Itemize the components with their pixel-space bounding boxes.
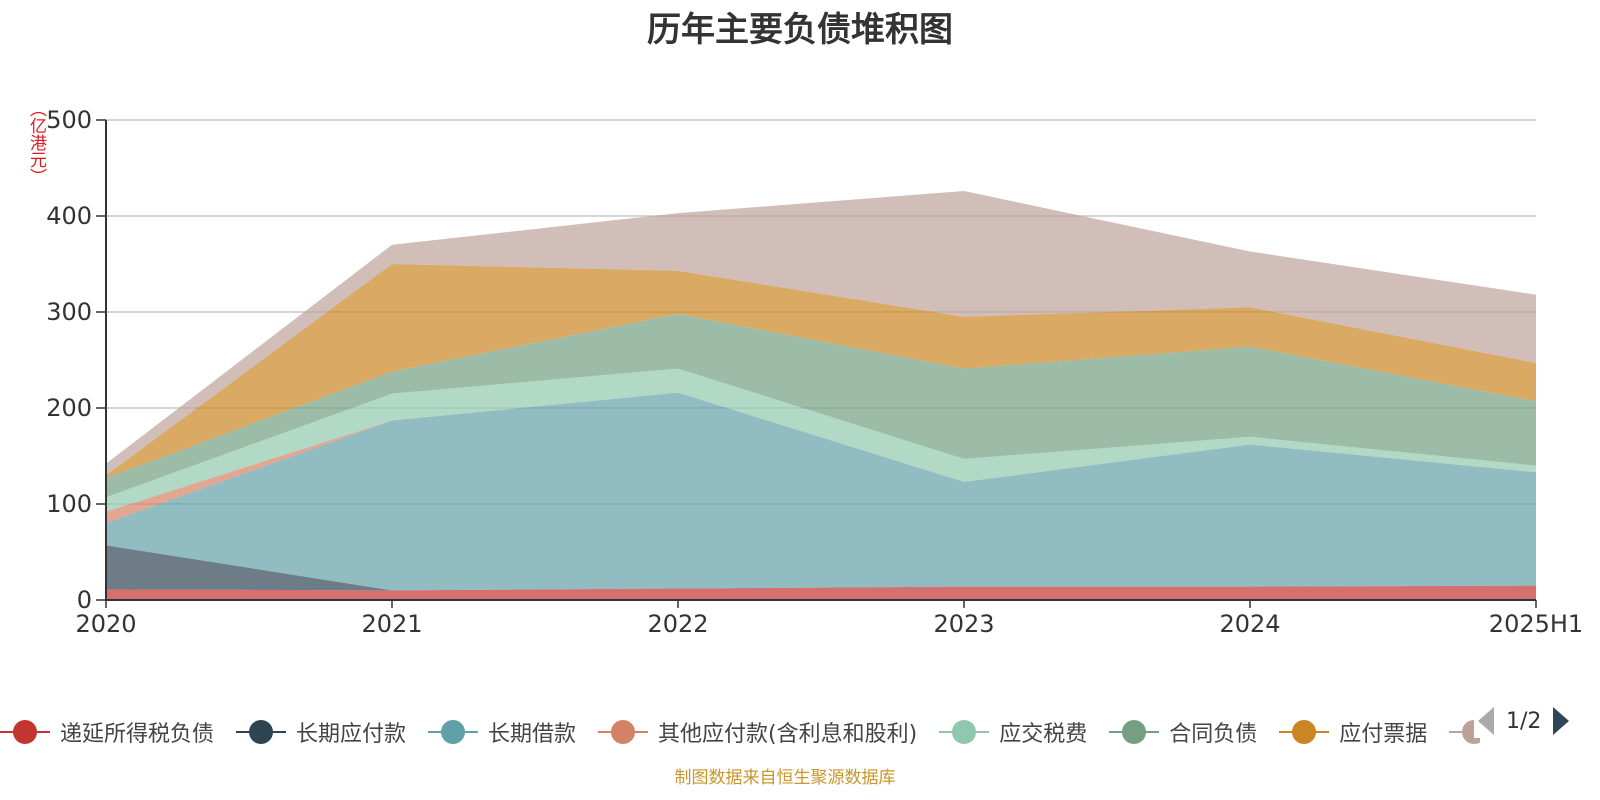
legend-item[interactable]: 长期借款: [428, 716, 576, 748]
legend-marker-icon: [236, 719, 287, 745]
legend-item[interactable]: 递延所得税负债: [0, 716, 214, 748]
legend-label: 应交税费: [999, 722, 1088, 747]
chart-plot: 0 100 200 300 400 500 2020 2021 2022 2023 2024 2025…: [46, 106, 1583, 638]
legend-item[interactable]: 合同负债: [1109, 716, 1257, 748]
area-递延所得税负债: [106, 585, 1536, 600]
legend-pager: 1/2: [1474, 704, 1600, 738]
legend-marker-icon: [0, 719, 50, 745]
legend-item[interactable]: 长期应付款: [236, 716, 406, 748]
legend-item[interactable]: 其他应付款(含利息和股利): [598, 716, 917, 748]
legend-label: 长期借款: [488, 722, 577, 747]
legend-item[interactable]: 应付票据: [1279, 716, 1427, 748]
x-tick-label: 2021: [361, 610, 422, 638]
area-应付票据: [106, 264, 1536, 479]
area-应交税费: [106, 368, 1536, 512]
area-长期借款: [106, 392, 1536, 591]
area-长期应付款: [106, 545, 1536, 591]
area-合同负债: [106, 313, 1536, 498]
area-其他: [106, 191, 1536, 476]
legend-next-page-button[interactable]: [1553, 707, 1570, 735]
legend-marker-icon: [598, 719, 649, 745]
stacked-areas: [106, 191, 1536, 600]
data-source-note: 制图数据来自恒生聚源数据库: [674, 768, 896, 788]
y-tick-label: 0: [77, 586, 92, 614]
y-tick-label: 100: [46, 490, 92, 518]
x-tick-label: 2024: [1219, 610, 1280, 638]
x-tick-label: 2020: [75, 610, 136, 638]
y-tick-label: 400: [46, 202, 92, 230]
y-tick-label: 200: [46, 394, 92, 422]
axes: 0 100 200 300 400 500 2020 2021 2022 2023 2024 2025…: [46, 106, 1583, 638]
y-tick-label: 300: [46, 298, 92, 326]
x-tick-label: 2022: [647, 610, 708, 638]
legend: 递延所得税负债 长期应付款 长期借款 其他应付款(含利息和股利) 应交税费 合同负债 应付票…: [0, 712, 1480, 752]
legend-marker-icon: [1279, 719, 1330, 745]
x-tick-label: 2025H1: [1489, 610, 1583, 638]
legend-item[interactable]: 应交税费: [939, 716, 1087, 748]
legend-marker-icon: [939, 719, 990, 745]
legend-label: 应付票据: [1339, 722, 1428, 747]
legend-label: 递延所得税负债: [60, 722, 215, 747]
legend-label: 长期应付款: [296, 722, 407, 747]
legend-marker-icon: [1109, 719, 1160, 745]
x-tick-label: 2023: [933, 610, 994, 638]
legend-page-indicator: 1/2: [1506, 708, 1542, 734]
legend-prev-page-button[interactable]: [1478, 707, 1494, 735]
legend-label: 其他应付款(含利息和股利): [658, 722, 918, 747]
y-tick-label: 500: [46, 106, 92, 134]
legend-label: 合同负债: [1169, 722, 1258, 747]
y-axis-unit-label: （亿港元）: [26, 100, 46, 185]
chart-title: 历年主要负债堆积图: [647, 10, 953, 50]
legend-marker-icon: [428, 719, 479, 745]
